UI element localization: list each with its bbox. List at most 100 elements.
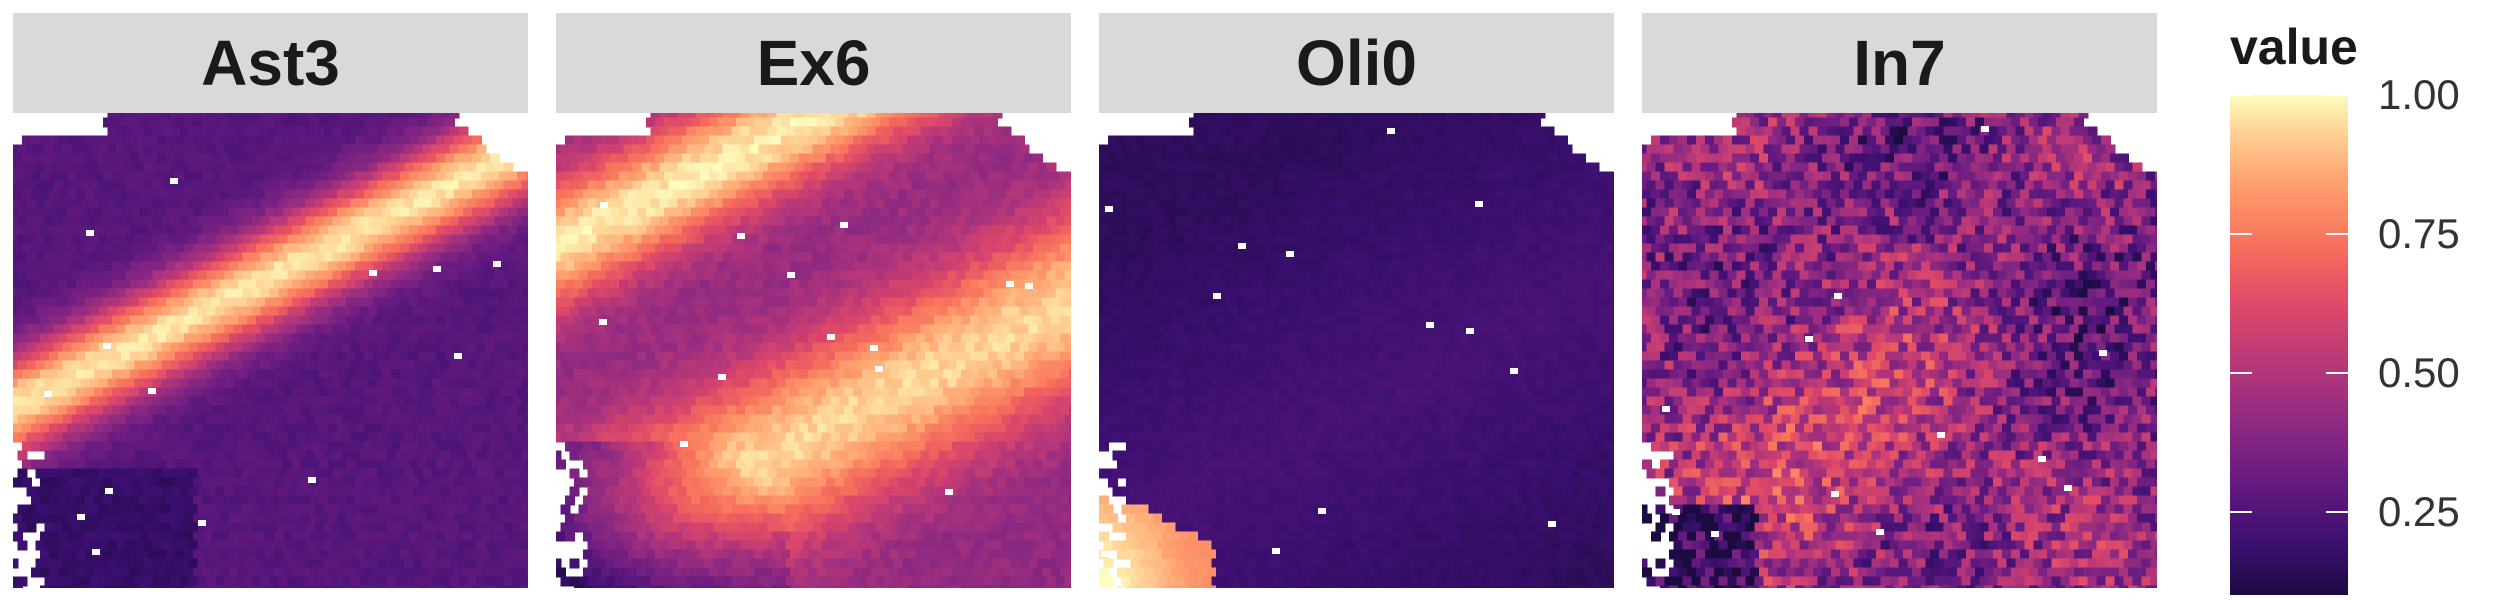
hex-cell	[346, 387, 356, 398]
hex-cell	[1055, 234, 1066, 245]
hex-cell	[89, 414, 100, 425]
hex-cell	[58, 351, 68, 362]
hex-cell	[1042, 351, 1052, 362]
hex-cell	[413, 558, 424, 569]
hex-cell	[409, 477, 419, 488]
hex-cell	[830, 234, 841, 245]
hex-cell	[121, 441, 131, 452]
hex-cell	[709, 333, 719, 344]
hex-cell	[431, 414, 442, 425]
hex-cell	[965, 180, 976, 191]
hex-cell	[98, 396, 109, 407]
hex-cell	[686, 396, 697, 407]
hex-cell	[601, 135, 611, 146]
hex-cell	[512, 216, 523, 227]
hex-cell	[305, 360, 316, 371]
hex-cell	[970, 369, 980, 380]
hex-cell	[368, 468, 379, 479]
hex-cell	[1069, 333, 1071, 344]
hex-cell	[251, 216, 262, 227]
hex-cell	[1024, 351, 1034, 362]
hex-cell	[44, 522, 55, 533]
hex-cell	[938, 288, 949, 299]
hex-cell	[247, 279, 257, 290]
hex-cell	[377, 504, 388, 515]
hex-cell	[98, 576, 109, 587]
hex-cell	[592, 207, 602, 218]
hex-cell	[503, 306, 514, 317]
hex-cell	[1069, 225, 1071, 236]
hex-cell	[569, 144, 580, 155]
hex-cell	[148, 297, 158, 308]
hex-cell	[839, 288, 850, 299]
hex-cell	[35, 396, 46, 407]
hex-cell	[211, 495, 221, 506]
hex-cell	[305, 504, 316, 515]
hex-cell	[911, 126, 922, 137]
hex-cell	[40, 261, 50, 272]
hex-cell	[485, 522, 496, 533]
hex-cell	[278, 162, 289, 173]
hex-cell	[467, 360, 478, 371]
hex-cell	[166, 531, 176, 542]
hex-cell	[943, 333, 953, 344]
hex-cell	[574, 405, 584, 416]
hex-cell	[758, 216, 769, 227]
hex-cell	[988, 369, 998, 380]
hex-cell	[727, 117, 737, 128]
hex-cell	[229, 153, 239, 164]
hex-cell	[754, 261, 764, 272]
hex-cell	[121, 495, 131, 506]
hex-cell	[893, 288, 904, 299]
hex-cell	[1033, 243, 1043, 254]
hex-cell	[614, 198, 625, 209]
hex-cell	[889, 333, 899, 344]
hex-cell	[395, 126, 406, 137]
hex-cell	[139, 405, 149, 416]
hex-cell	[319, 351, 329, 362]
hex-cell	[454, 513, 464, 524]
hex-cell	[476, 558, 487, 569]
hex-cell	[808, 225, 818, 236]
hex-cell	[920, 113, 931, 119]
hex-cell	[314, 414, 325, 425]
hex-cell	[974, 113, 985, 119]
hex-cell	[373, 459, 383, 470]
hex-cell	[175, 189, 185, 200]
hex-cell	[26, 306, 37, 317]
hex-cell	[736, 387, 746, 398]
hex-cell	[247, 441, 257, 452]
hex-cell	[839, 396, 850, 407]
hex-cell	[767, 126, 778, 137]
hex-cell	[278, 342, 289, 353]
hex-cell	[857, 252, 868, 263]
hex-cell	[803, 198, 814, 209]
hex-cell	[583, 387, 593, 398]
hex-cell	[359, 113, 370, 119]
hex-cell	[139, 117, 149, 128]
hex-cell	[799, 279, 809, 290]
hex-cell	[139, 387, 149, 398]
hex-cell	[871, 243, 881, 254]
hex-cell	[215, 360, 226, 371]
hex-cell	[278, 378, 289, 389]
hex-cell	[974, 234, 985, 245]
hex-cell	[431, 126, 442, 137]
hex-cell	[17, 360, 28, 371]
hex-cell	[839, 234, 850, 245]
hex-cell	[301, 477, 311, 488]
hex-cell	[956, 360, 967, 371]
hex-cell	[476, 522, 487, 533]
hex-cell	[247, 315, 257, 326]
hex-cell	[472, 351, 482, 362]
hex-cell	[821, 126, 832, 137]
hex-cell	[305, 288, 316, 299]
hex-cell	[731, 396, 742, 407]
hex-cell	[646, 333, 656, 344]
hex-cell	[808, 261, 818, 272]
hex-cell	[664, 207, 674, 218]
hex-cell	[605, 252, 616, 263]
hex-cell	[310, 567, 320, 578]
hex-cell	[463, 297, 473, 308]
hex-cell	[650, 378, 661, 389]
